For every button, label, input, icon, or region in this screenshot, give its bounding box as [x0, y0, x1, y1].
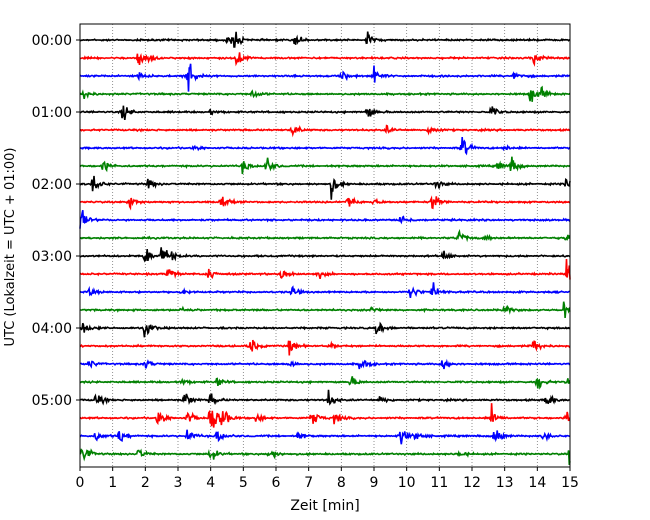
- x-tick-label: 7: [304, 475, 313, 491]
- x-tick-label: 1: [108, 475, 117, 491]
- trace-0200: [79, 175, 571, 200]
- trace-0430: [79, 358, 570, 370]
- y-axis-label: UTC (Lokalzeit = UTC + 01:00): [3, 148, 18, 347]
- trace-0500: [79, 389, 571, 406]
- trace-0300: [79, 247, 571, 263]
- trace-0015: [79, 52, 571, 67]
- x-tick-label: 5: [239, 475, 248, 491]
- y-tick-label: 00:00: [32, 33, 72, 49]
- seismogram-traces: [79, 31, 571, 466]
- trace-0215: [80, 195, 570, 211]
- x-tick-label: 11: [430, 475, 448, 491]
- trace-0330: [79, 282, 571, 299]
- x-tick-label: 10: [398, 475, 416, 491]
- x-tick-label: 15: [561, 475, 579, 491]
- x-tick-label: 8: [337, 475, 346, 491]
- x-tick-label: 9: [370, 475, 379, 491]
- y-tick-label: 05:00: [32, 393, 72, 409]
- trace-0530: [79, 429, 571, 445]
- trace-0445: [80, 376, 571, 390]
- trace-0345: [79, 301, 571, 318]
- trace-0115: [80, 124, 571, 138]
- x-tick-label: 12: [463, 475, 481, 491]
- trace-0130: [79, 136, 571, 156]
- trace-0315: [79, 258, 571, 280]
- trace-0415: [79, 339, 571, 356]
- trace-0400: [79, 321, 571, 338]
- x-tick-label: 3: [174, 475, 183, 491]
- trace-0545: [79, 448, 571, 466]
- x-axis-label: Zeit [min]: [290, 498, 359, 514]
- trace-0045: [79, 85, 571, 102]
- y-tick-label: 02:00: [32, 177, 72, 193]
- plot-frame: [79, 23, 571, 468]
- trace-0100: [79, 105, 571, 121]
- x-tick-label: 0: [76, 475, 85, 491]
- trace-0245: [79, 228, 571, 243]
- x-axis-ticks: 0 1 2 3 4 5 6 7 8 9 10 11 12 13 14 15: [76, 467, 579, 491]
- trace-0030: [79, 63, 571, 92]
- y-tick-label: 03:00: [32, 249, 72, 265]
- x-tick-label: 6: [272, 475, 281, 491]
- x-tick-label: 2: [141, 475, 150, 491]
- x-tick-label: 13: [496, 475, 514, 491]
- trace-0230: [79, 210, 571, 229]
- trace-0515: [79, 403, 571, 428]
- trace-0145: [79, 156, 571, 175]
- vertical-grid: [112, 24, 538, 467]
- trace-0000: [79, 31, 570, 48]
- x-tick-label: 4: [206, 475, 215, 491]
- x-tick-label: 14: [528, 475, 546, 491]
- y-axis-ticks: 00:00 01:00 02:00 03:00 04:00 05:00: [32, 33, 80, 409]
- y-tick-label: 04:00: [32, 321, 72, 337]
- y-tick-label: 01:00: [32, 105, 72, 121]
